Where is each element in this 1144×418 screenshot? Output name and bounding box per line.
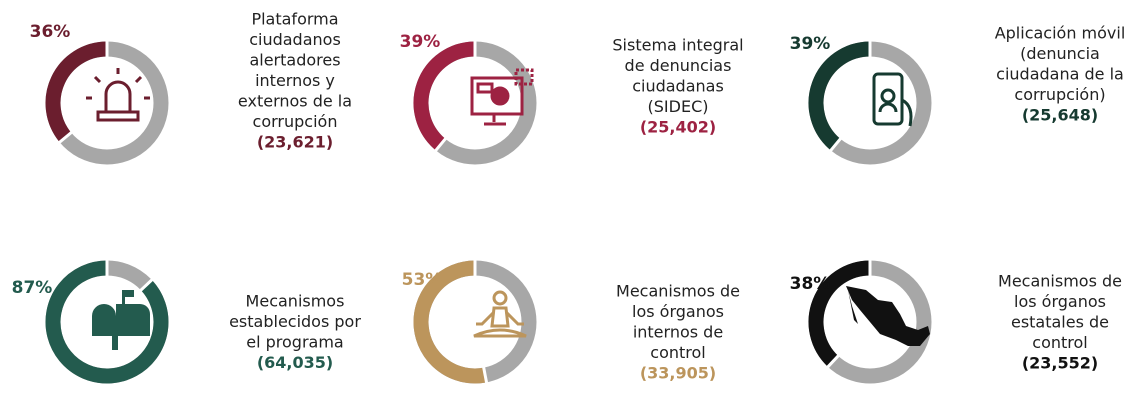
donut-segment [45, 41, 108, 143]
category-label: (SIDEC) [648, 97, 709, 116]
count-label: (23,552) [1022, 354, 1098, 373]
segment-gap [52, 126, 78, 149]
monitor-icon [470, 68, 534, 126]
category-label: el programa [246, 333, 343, 352]
percent-label: 39% [790, 34, 831, 54]
count-label: (23,621) [257, 133, 333, 152]
category-label: Aplicación móvil [995, 24, 1126, 43]
mailbox-icon [92, 290, 150, 350]
category-label: internos y [255, 71, 335, 90]
percent-label: 87% [12, 278, 53, 298]
percent-label: 36% [30, 22, 71, 42]
donut-segment [45, 260, 169, 384]
category-label: ciudadanas [632, 77, 724, 96]
count-label: (25,402) [640, 118, 716, 137]
category-label: control [650, 343, 705, 362]
percent-label: 38% [790, 274, 831, 294]
category-label: los órganos [632, 302, 724, 321]
category-label: ciudadanos [249, 30, 341, 49]
category-label: estatales de [1011, 313, 1109, 332]
siren-icon [86, 68, 150, 122]
category-label: Plataforma [251, 10, 338, 29]
icons [86, 68, 930, 350]
count-label: (64,035) [257, 353, 333, 372]
segment-gap [821, 349, 845, 374]
donut-chart: 39% Aplicación móvil(denuncia ciudadana de… [790, 24, 1126, 165]
category-label: Mecanismos de [998, 272, 1122, 291]
category-label: Mecanismos [246, 292, 345, 311]
category-label: internos de [633, 323, 723, 342]
category-label: los órganos [1014, 292, 1106, 311]
segment-gap [824, 132, 847, 158]
category-label: control [1032, 333, 1087, 352]
donut-segment [808, 41, 871, 151]
category-label: alertadores [249, 51, 340, 70]
donut-segment [413, 41, 476, 151]
count-label: (25,648) [1022, 106, 1098, 125]
category-label: (denuncia [1020, 44, 1100, 63]
category-label: de denuncias [625, 56, 732, 75]
meditation-icon [473, 290, 527, 338]
mexico-map-icon [846, 286, 930, 346]
segment-gap [134, 273, 159, 297]
segment-gap [480, 360, 490, 391]
percent-label: 39% [400, 32, 441, 52]
category-label: externos de la [238, 92, 352, 111]
phone-icon [872, 72, 913, 127]
category-label: corrupción) [1014, 85, 1105, 104]
category-label: Mecanismos de [616, 282, 740, 301]
donut-segment [413, 260, 487, 384]
segment-gap [429, 132, 452, 158]
percent-label: 53% [402, 270, 443, 290]
count-label: (33,905) [640, 364, 716, 383]
donut-segment [808, 260, 871, 367]
category-label: Sistema integral [612, 36, 743, 55]
category-label: establecidos por [229, 312, 361, 331]
category-label: corrupción [253, 112, 338, 131]
category-label: ciudadana de la [996, 65, 1124, 84]
